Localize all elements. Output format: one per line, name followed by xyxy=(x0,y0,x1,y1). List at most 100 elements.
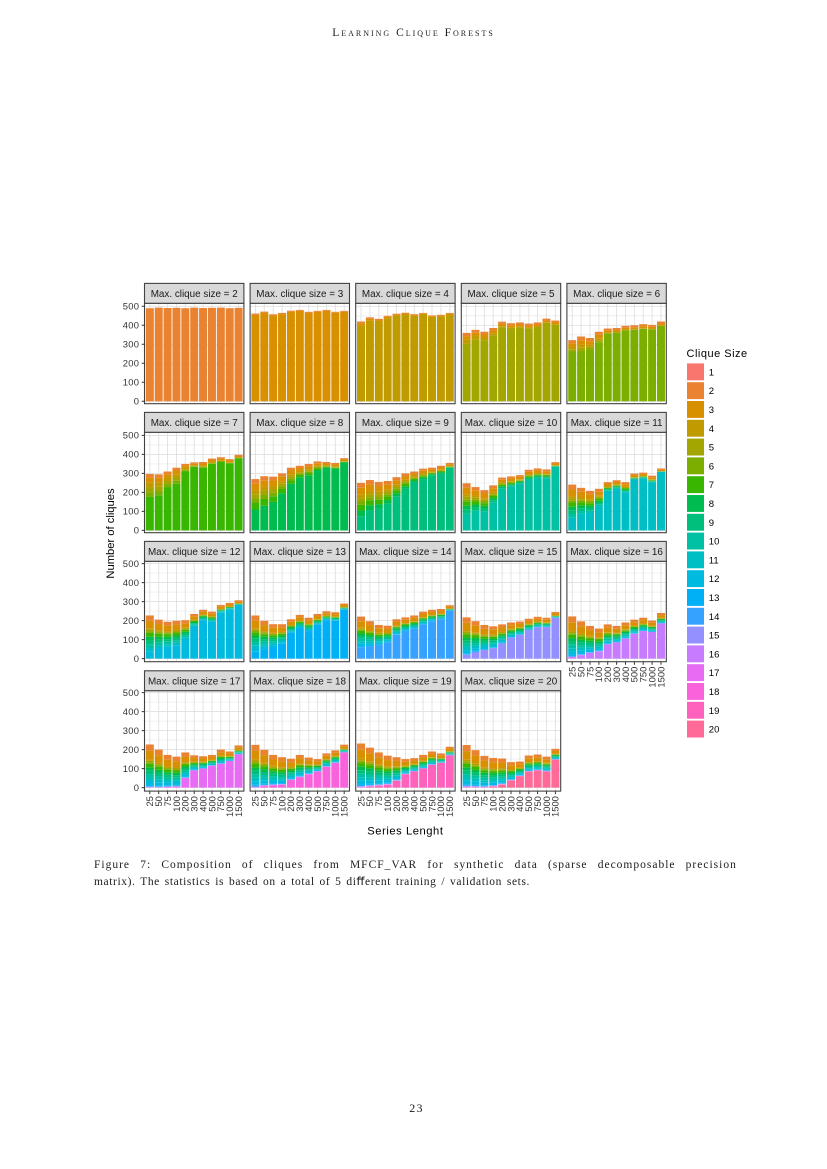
svg-text:400: 400 xyxy=(514,796,525,812)
svg-text:14: 14 xyxy=(709,612,720,623)
svg-text:25: 25 xyxy=(250,796,261,806)
svg-text:19: 19 xyxy=(709,706,720,717)
svg-text:75: 75 xyxy=(162,796,173,806)
svg-text:8: 8 xyxy=(709,499,714,510)
svg-text:Clique Size: Clique Size xyxy=(687,348,748,360)
svg-text:Max. clique size = 2: Max. clique size = 2 xyxy=(151,289,238,300)
svg-text:75: 75 xyxy=(479,796,490,806)
svg-text:10: 10 xyxy=(709,537,720,548)
svg-text:15: 15 xyxy=(709,631,720,642)
svg-text:500: 500 xyxy=(629,667,640,683)
svg-text:2: 2 xyxy=(709,386,714,397)
svg-text:16: 16 xyxy=(709,649,720,660)
svg-text:300: 300 xyxy=(505,796,516,812)
svg-text:1000: 1000 xyxy=(646,667,657,688)
svg-text:Max. clique size = 8: Max. clique size = 8 xyxy=(256,418,344,429)
svg-text:1000: 1000 xyxy=(224,796,235,817)
svg-text:3: 3 xyxy=(709,405,714,416)
svg-text:300: 300 xyxy=(611,667,622,683)
svg-text:200: 200 xyxy=(123,615,140,626)
svg-text:Max. clique size = 7: Max. clique size = 7 xyxy=(151,418,238,429)
svg-text:200: 200 xyxy=(496,796,507,812)
svg-text:500: 500 xyxy=(123,687,140,698)
svg-text:11: 11 xyxy=(709,555,719,566)
svg-text:Max. clique size = 17: Max. clique size = 17 xyxy=(148,677,241,688)
svg-text:400: 400 xyxy=(123,449,140,460)
svg-text:0: 0 xyxy=(134,396,140,407)
svg-text:100: 100 xyxy=(123,506,140,517)
svg-text:0: 0 xyxy=(134,782,140,793)
svg-text:Max. clique size = 11: Max. clique size = 11 xyxy=(571,418,663,429)
svg-text:Max. clique size = 12: Max. clique size = 12 xyxy=(148,547,241,558)
svg-text:1000: 1000 xyxy=(541,796,552,817)
svg-text:200: 200 xyxy=(391,796,402,812)
svg-text:Max. clique size = 10: Max. clique size = 10 xyxy=(465,418,558,429)
svg-text:200: 200 xyxy=(123,744,140,755)
svg-text:Max. clique size = 15: Max. clique size = 15 xyxy=(465,547,558,558)
svg-text:25: 25 xyxy=(461,796,472,806)
svg-text:25: 25 xyxy=(355,796,366,806)
svg-text:400: 400 xyxy=(620,667,631,683)
svg-text:1500: 1500 xyxy=(550,796,561,817)
svg-text:1000: 1000 xyxy=(330,796,341,817)
svg-text:12: 12 xyxy=(709,574,720,585)
svg-text:100: 100 xyxy=(382,796,393,812)
svg-text:Max. clique size = 4: Max. clique size = 4 xyxy=(362,289,450,300)
svg-text:9: 9 xyxy=(709,518,714,529)
svg-text:100: 100 xyxy=(593,667,604,683)
svg-text:1: 1 xyxy=(709,367,714,378)
svg-text:500: 500 xyxy=(206,796,217,812)
svg-text:750: 750 xyxy=(426,796,437,812)
svg-text:300: 300 xyxy=(123,339,140,350)
svg-text:18: 18 xyxy=(709,687,720,698)
svg-text:750: 750 xyxy=(321,796,332,812)
svg-text:25: 25 xyxy=(567,667,578,677)
svg-text:17: 17 xyxy=(709,668,720,679)
svg-text:Max. clique size = 16: Max. clique size = 16 xyxy=(570,547,663,558)
svg-text:750: 750 xyxy=(532,796,543,812)
svg-text:13: 13 xyxy=(709,593,720,604)
svg-text:75: 75 xyxy=(268,796,279,806)
svg-text:300: 300 xyxy=(189,796,200,812)
svg-text:200: 200 xyxy=(285,796,296,812)
svg-text:300: 300 xyxy=(123,468,140,479)
svg-text:Max. clique size = 19: Max. clique size = 19 xyxy=(359,677,452,688)
svg-text:6: 6 xyxy=(709,461,714,472)
svg-text:1000: 1000 xyxy=(435,796,446,817)
svg-text:100: 100 xyxy=(171,796,182,812)
svg-text:75: 75 xyxy=(584,667,595,677)
svg-text:400: 400 xyxy=(123,320,140,331)
svg-text:200: 200 xyxy=(602,667,613,683)
svg-text:1500: 1500 xyxy=(233,796,244,817)
svg-text:5: 5 xyxy=(709,443,714,454)
svg-text:50: 50 xyxy=(575,667,586,677)
svg-text:Number of cliques: Number of cliques xyxy=(105,488,117,579)
svg-text:100: 100 xyxy=(123,634,140,645)
svg-text:300: 300 xyxy=(123,596,140,607)
svg-text:100: 100 xyxy=(123,763,140,774)
svg-text:Max. clique size = 20: Max. clique size = 20 xyxy=(465,677,558,688)
svg-text:750: 750 xyxy=(215,796,226,812)
svg-text:4: 4 xyxy=(709,424,714,435)
svg-text:100: 100 xyxy=(488,796,499,812)
svg-text:750: 750 xyxy=(638,667,649,683)
svg-text:Max. clique size = 9: Max. clique size = 9 xyxy=(362,418,450,429)
svg-text:Max. clique size = 3: Max. clique size = 3 xyxy=(256,289,344,300)
svg-text:300: 300 xyxy=(123,725,140,736)
svg-text:100: 100 xyxy=(123,377,140,388)
svg-text:0: 0 xyxy=(134,525,140,536)
svg-text:400: 400 xyxy=(123,577,140,588)
svg-text:1500: 1500 xyxy=(339,796,350,817)
svg-text:1500: 1500 xyxy=(655,667,666,688)
svg-text:Max. clique size = 18: Max. clique size = 18 xyxy=(254,677,347,688)
svg-text:1500: 1500 xyxy=(444,796,455,817)
svg-text:Series Lenght: Series Lenght xyxy=(367,826,444,838)
svg-text:20: 20 xyxy=(709,725,720,736)
svg-text:50: 50 xyxy=(259,796,270,806)
svg-text:Max. clique size = 13: Max. clique size = 13 xyxy=(254,547,347,558)
svg-text:500: 500 xyxy=(417,796,428,812)
svg-text:75: 75 xyxy=(373,796,384,806)
svg-text:400: 400 xyxy=(197,796,208,812)
svg-text:500: 500 xyxy=(123,558,140,569)
svg-text:100: 100 xyxy=(276,796,287,812)
